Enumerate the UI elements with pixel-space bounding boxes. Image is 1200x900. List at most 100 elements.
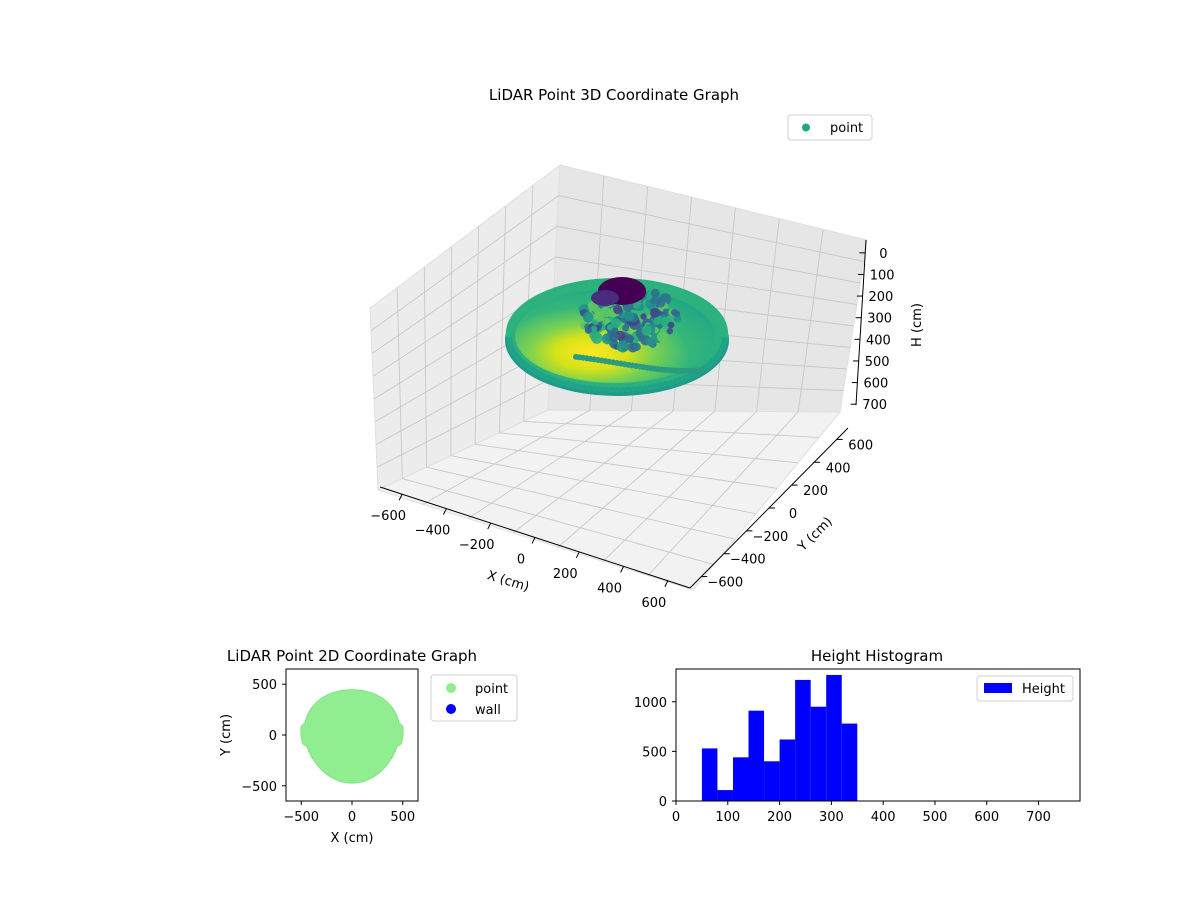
histogram-bar — [795, 679, 811, 801]
ring-dot — [591, 385, 598, 393]
ring-dot — [602, 386, 609, 393]
legend-hist: Height — [976, 675, 1074, 702]
ring-dot — [569, 285, 577, 292]
y-tick-label-2d: −500 — [241, 780, 277, 795]
chart-histogram: Height Histogram 0 100 200 300 400 500 600 7000… — [634, 647, 1081, 825]
ring-dot — [657, 382, 665, 389]
y-tick-label-2d: 0 — [269, 729, 277, 744]
ticks-hist: 0 100 200 300 400 500 600 700 0 500 1000 — [634, 696, 1051, 825]
chart-3d: LiDAR Point 3D Coordinate Graph −600 −400… — [369, 86, 925, 611]
cluster-dot — [656, 331, 668, 343]
histogram-bar — [732, 757, 749, 801]
ring-dot — [591, 281, 598, 289]
cluster-dot — [610, 318, 621, 328]
x-tick-label-hist: 500 — [923, 810, 948, 825]
x-tick-label-3d: −200 — [459, 538, 495, 553]
cluster-dot — [653, 316, 662, 325]
ring-dot — [575, 284, 582, 291]
legend-3d: point — [787, 114, 873, 141]
y-tick-label-3d: 600 — [848, 438, 873, 453]
histogram-bar — [826, 674, 842, 801]
ring-dot — [619, 386, 626, 394]
cluster-dot — [616, 340, 629, 353]
cluster-dot — [666, 327, 674, 335]
legend-hist-swatch — [984, 683, 1012, 693]
x-tick-label-hist: 100 — [715, 810, 740, 825]
z-tick-label-3d: 300 — [867, 312, 892, 327]
legend-3d-label: point — [830, 121, 863, 136]
cluster-dot — [632, 342, 641, 352]
cluster-dot — [650, 288, 660, 298]
pane-floor — [376, 409, 842, 591]
point-disc-2d — [300, 689, 404, 784]
histogram-bars — [701, 674, 858, 801]
y-tick-label-3d: −400 — [730, 553, 766, 568]
ring-dot — [554, 289, 562, 296]
legend-2d-wall-marker — [446, 704, 456, 714]
legend-3d-marker — [802, 123, 810, 132]
histogram-bar — [764, 761, 780, 801]
z-tick-label-3d: 600 — [863, 377, 888, 392]
ring-dot — [721, 331, 729, 338]
ring-dot — [608, 386, 615, 394]
chart-2d-title: LiDAR Point 2D Coordinate Graph — [227, 647, 477, 665]
ticks-2d: −500 0 500 500 0 −500 — [241, 678, 415, 825]
ring-dot — [613, 386, 621, 394]
cluster-dot — [613, 304, 623, 315]
x-tick-label-hist: 400 — [871, 810, 896, 825]
chart-3d-title: LiDAR Point 3D Coordinate Graph — [489, 86, 739, 104]
x-tick-label-3d: −600 — [370, 509, 406, 524]
z-tick-label-3d: 400 — [866, 333, 891, 348]
ring-dot — [667, 287, 675, 295]
x-tick-label-hist: 200 — [767, 810, 792, 825]
ring-dot — [585, 384, 593, 392]
point-cloud-3d — [505, 277, 729, 396]
ring-dot — [652, 383, 659, 390]
legend-2d: point wall — [430, 674, 518, 722]
plot-frame-hist — [675, 668, 1081, 802]
y-tick-label-hist: 500 — [642, 745, 667, 760]
cluster-dot — [627, 335, 634, 343]
ring-dot — [580, 283, 587, 290]
ring-dot — [596, 386, 604, 393]
ring-dot — [625, 386, 632, 393]
cluster-dot — [606, 324, 613, 331]
histogram-bar — [779, 739, 796, 801]
cluster-dot — [662, 308, 671, 317]
z-axis-line — [855, 239, 867, 406]
top-cluster-edge — [591, 290, 619, 306]
cluster-dot — [593, 311, 605, 323]
z-tick-label-3d: 100 — [870, 268, 895, 283]
ring-dot — [647, 283, 654, 290]
cluster-dot — [655, 297, 666, 308]
ring-dot — [564, 381, 572, 388]
x-tick-label-3d: 600 — [641, 596, 666, 611]
cluster-dot — [582, 311, 594, 323]
ring-dot — [580, 384, 587, 391]
cluster-dot — [609, 332, 619, 342]
x-tick-label-hist: 600 — [974, 810, 999, 825]
ring-dot — [559, 287, 567, 295]
cluster-dot — [667, 321, 675, 329]
ring-dot — [647, 384, 654, 391]
x-tick-label-2d: 0 — [348, 810, 356, 825]
legend-2d-point-label: point — [475, 682, 508, 697]
cluster-dot — [673, 310, 681, 317]
cluster-dot — [673, 314, 682, 323]
ring-dot — [657, 285, 665, 292]
z-tick-label-3d: 500 — [865, 355, 890, 370]
x-tick-label-hist: 700 — [1026, 810, 1051, 825]
x-tick-label-3d: 0 — [517, 553, 525, 568]
ring-dot — [641, 384, 649, 392]
x-tick-label-hist: 0 — [672, 810, 680, 825]
ring-dot — [585, 282, 593, 290]
cluster-dot — [645, 336, 656, 347]
ring-dot — [662, 381, 670, 388]
z-axis-label-3d: H (cm) — [910, 303, 925, 347]
cluster-dot — [621, 324, 630, 332]
cluster-dot — [641, 325, 652, 336]
x-axis-label-2d: X (cm) — [331, 831, 374, 846]
y-tick-label-3d: 400 — [826, 461, 851, 476]
y-axis-label-2d: Y (cm) — [219, 714, 234, 757]
